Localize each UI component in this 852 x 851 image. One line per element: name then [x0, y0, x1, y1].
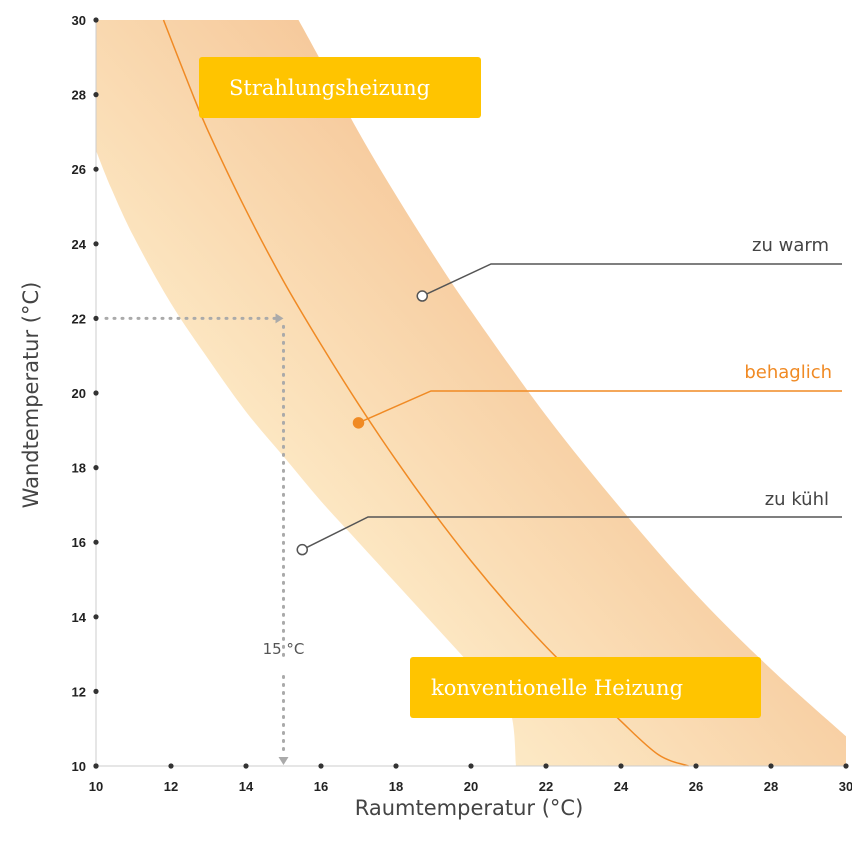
x-tick-dot [618, 763, 624, 769]
behaglich-label: behaglich [744, 362, 832, 383]
x-tick-label: 24 [614, 779, 629, 794]
konventionelle-heizung-box: konventionelle Heizung [410, 657, 761, 718]
x-tick-label: 28 [764, 779, 778, 794]
x-tick-dot [393, 763, 399, 769]
strahlungsheizung-box: Strahlungsheizung [199, 57, 481, 118]
reference-arrow-right [275, 313, 284, 324]
konventionelle-heizung-box-bg [410, 657, 761, 718]
y-tick-dot [93, 763, 99, 769]
ticks: 10 12 14 16 18 20 22 24 26 28 30 10 12 14 16 18 20 22 24 26… [72, 13, 852, 794]
konventionelle-heizung-label: konventionelle Heizung [431, 676, 683, 700]
y-tick-label: 14 [72, 610, 87, 625]
x-tick-label: 20 [464, 779, 478, 794]
x-tick-label: 30 [839, 779, 852, 794]
callout-line-behaglich [358, 390, 842, 424]
x-tick-dot [693, 763, 699, 769]
y-tick-label: 16 [72, 535, 86, 550]
x-tick-label: 16 [314, 779, 328, 794]
zu-kuehl-label: zu kühl [765, 489, 829, 510]
y-tick-label: 28 [72, 88, 86, 103]
y-tick-label: 20 [72, 386, 86, 401]
y-tick-label: 22 [72, 311, 86, 326]
x-tick-label: 26 [689, 779, 703, 794]
x-tick-dot [543, 763, 549, 769]
y-tick-dot [93, 166, 99, 172]
strahlungsheizung-box-bg [199, 57, 481, 118]
y-tick-dot [93, 539, 99, 545]
zu-warm-label: zu warm [752, 235, 829, 256]
x-tick-dot [468, 763, 474, 769]
reference-layer: 15 °C [104, 313, 305, 765]
strahlungsheizung-label: Strahlungsheizung [229, 76, 430, 100]
y-tick-dot [93, 92, 99, 98]
y-tick-label: 10 [72, 759, 86, 774]
x-tick-label: 12 [164, 779, 178, 794]
y-tick-label: 12 [72, 684, 86, 699]
x-tick-dot [168, 763, 174, 769]
x-tick-label: 22 [539, 779, 553, 794]
x-tick-dot [318, 763, 324, 769]
y-tick-label: 30 [72, 13, 86, 28]
y-tick-dot [93, 688, 99, 695]
y-tick-label: 24 [72, 237, 87, 252]
y-tick-dot [93, 17, 99, 23]
x-tick-dot [843, 763, 849, 769]
callout-line-zu_kuehl [301, 516, 842, 551]
y-tick-label: 18 [72, 461, 86, 476]
x-tick-label: 18 [389, 779, 403, 794]
x-tick-label: 14 [239, 779, 254, 794]
y-tick-dot [93, 465, 99, 471]
x-tick-label: 10 [89, 779, 103, 794]
comfort-band [96, 20, 846, 766]
y-tick-dot [93, 241, 99, 247]
y-axis-title: Wandtemperatur (°C) [19, 282, 43, 509]
callout-marker-behaglich [352, 417, 365, 429]
callout-marker-zu_kuehl [296, 543, 308, 556]
comfort-band-layer [96, 20, 846, 766]
reference-arrow-down [278, 757, 289, 765]
x-tick-dot [243, 763, 249, 769]
y-tick-dot [93, 315, 99, 321]
y-tick-label: 26 [72, 162, 86, 177]
callout-marker-zu_warm [416, 290, 428, 302]
x-axis-title: Raumtemperatur (°C) [355, 796, 584, 820]
x-tick-dot [768, 763, 774, 769]
reference-label: 15 °C [263, 640, 305, 658]
callout-line-zu_warm [421, 263, 842, 297]
y-tick-dot [93, 390, 99, 396]
y-tick-dot [93, 614, 99, 620]
callouts [296, 263, 842, 556]
